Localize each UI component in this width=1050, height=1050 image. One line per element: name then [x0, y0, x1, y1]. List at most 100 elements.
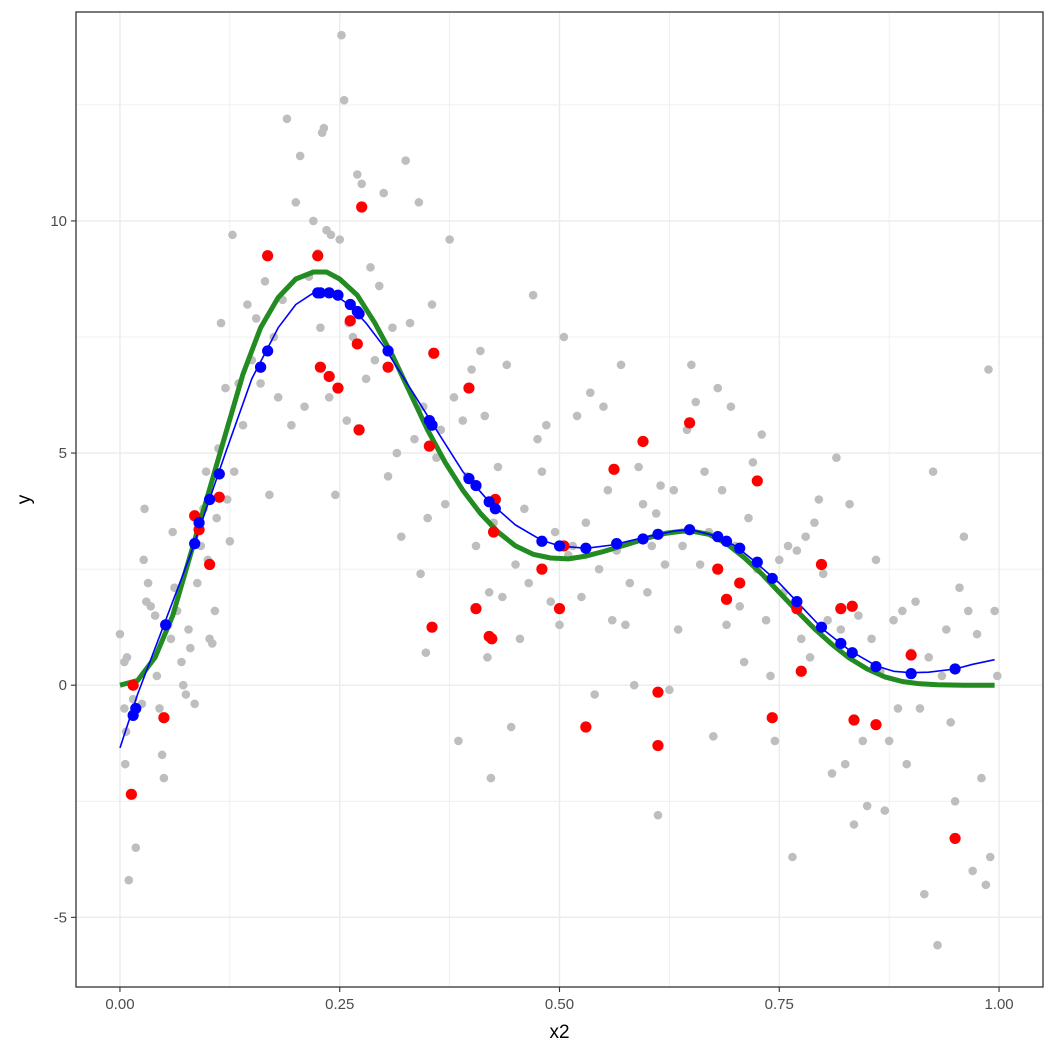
grey-point — [423, 513, 432, 523]
blue-point — [204, 493, 216, 506]
grey-point — [273, 393, 283, 402]
grey-point — [673, 625, 683, 634]
grey-point — [849, 820, 859, 829]
blue-point — [751, 556, 763, 568]
grey-point — [181, 690, 191, 699]
blue-points — [127, 287, 961, 721]
red-point — [351, 338, 363, 350]
blue-point — [905, 668, 917, 680]
grey-point — [265, 490, 274, 500]
grey-point — [577, 592, 586, 602]
grey-point — [222, 495, 232, 504]
blue-point — [353, 308, 365, 320]
grey-point — [770, 736, 780, 746]
grey-point — [643, 588, 652, 597]
grey-point — [449, 393, 459, 402]
grey-point — [337, 30, 346, 40]
grey-point — [370, 355, 380, 365]
red-point — [428, 347, 440, 359]
blue-point — [637, 533, 649, 545]
grey-point — [955, 583, 964, 593]
grey-point — [185, 643, 195, 653]
x-tick-label: 0.25 — [325, 996, 354, 1013]
grey-point — [594, 564, 604, 574]
blue-point — [611, 538, 623, 550]
red-point — [949, 832, 961, 845]
grey-point — [801, 532, 810, 541]
red-point — [835, 603, 847, 615]
grey-point — [260, 276, 270, 286]
red-point — [323, 370, 335, 383]
grey-point — [366, 263, 375, 272]
grey-point — [555, 620, 564, 630]
grey-point — [542, 420, 551, 430]
grey-point — [168, 527, 177, 537]
grey-point — [212, 513, 221, 523]
grey-point — [201, 467, 211, 476]
grey-point — [990, 606, 999, 616]
grey-point — [432, 453, 441, 463]
grey-point — [401, 156, 410, 165]
grey-point — [520, 504, 529, 514]
y-tick-label: -5 — [54, 909, 67, 926]
blue-point — [580, 542, 592, 554]
grey-point — [739, 657, 749, 667]
grey-point — [915, 704, 925, 713]
red-point — [720, 593, 733, 605]
grey-point — [178, 680, 188, 690]
grey-point — [414, 198, 424, 207]
red-point — [204, 558, 216, 571]
green-curve-path — [119, 269, 995, 688]
grey-point — [783, 541, 793, 551]
grey-point — [225, 536, 235, 546]
grey-point — [992, 671, 1002, 681]
grey-point — [871, 555, 881, 565]
blue-point — [791, 596, 803, 608]
blue-point — [160, 619, 172, 631]
blue-point — [382, 345, 394, 357]
grey-point — [985, 852, 995, 862]
grey-point — [528, 290, 538, 300]
grey-point — [805, 653, 815, 662]
grey-point — [207, 639, 217, 648]
red-point — [815, 558, 828, 571]
grey-point — [388, 323, 397, 333]
blue-point — [684, 524, 696, 536]
grey-point — [687, 360, 696, 370]
grey-point — [361, 374, 371, 384]
grey-point — [717, 485, 727, 495]
grey-point — [884, 736, 894, 746]
grey-point — [898, 606, 907, 616]
grey-point — [942, 625, 951, 634]
red-point — [423, 440, 435, 452]
grey-point — [634, 462, 643, 472]
red-point — [553, 603, 566, 615]
grey-point — [774, 555, 784, 565]
grey-point — [810, 518, 819, 528]
grey-point — [410, 434, 419, 444]
grey-point — [139, 555, 148, 565]
grey-point — [546, 597, 556, 606]
red-point — [382, 361, 394, 373]
red-point — [487, 526, 500, 538]
grey-point — [933, 940, 942, 950]
red-point — [127, 679, 139, 691]
grey-point — [937, 671, 947, 681]
grey-point — [445, 235, 454, 244]
grey-point — [981, 880, 991, 890]
blue-point — [314, 287, 326, 299]
grey-point — [374, 281, 384, 291]
grey-point — [155, 704, 164, 713]
grey-point — [744, 513, 753, 523]
grey-point — [832, 453, 841, 463]
red-point — [766, 712, 778, 724]
grey-point — [695, 560, 705, 569]
grey-point — [392, 448, 402, 458]
red-point — [652, 686, 664, 698]
blue-point — [262, 345, 274, 357]
grey-point — [660, 560, 670, 569]
grey-point — [498, 592, 507, 602]
y-axis-title: y — [14, 494, 35, 504]
grey-point — [339, 95, 349, 105]
x-tick-label: 0.50 — [545, 996, 574, 1013]
